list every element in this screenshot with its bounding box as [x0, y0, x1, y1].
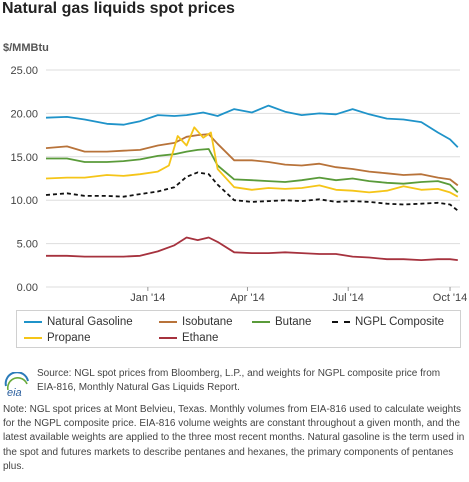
legend-label: Natural Gasoline	[47, 316, 133, 328]
x-tick-label: Jan '14	[130, 292, 165, 304]
x-tick-label: Oct '14	[433, 292, 468, 304]
y-tick-label: 5.00	[17, 239, 38, 251]
legend-swatch	[159, 336, 177, 339]
series-line-butane	[46, 148, 459, 194]
legend-item-ngpl-composite: NGPL Composite	[332, 316, 444, 328]
legend-item-butane: Butane	[252, 316, 311, 328]
legend-swatch	[332, 320, 350, 323]
legend-swatch	[252, 320, 270, 323]
page-title: Natural gas liquids spot prices	[2, 0, 235, 17]
eia-logo-text: eia	[7, 387, 22, 398]
legend-swatch	[159, 320, 177, 323]
legend-label: Isobutane	[182, 316, 233, 328]
series-line-ngpl-composite	[45, 171, 459, 212]
legend-item-isobutane: Isobutane	[159, 316, 233, 328]
source-note: Source: NGL spot prices from Bloomberg, …	[37, 368, 441, 393]
unit-label: $/MMBtu	[3, 42, 49, 54]
y-tick-label: 20.00	[10, 108, 38, 120]
eia-logo-icon: eia	[4, 372, 29, 398]
y-tick-label: 15.00	[10, 152, 38, 164]
legend-item-natural-gasoline: Natural Gasoline	[24, 316, 133, 328]
legend-swatch	[24, 336, 42, 339]
x-axis-ticks: Jan '14 Apr '14 Jul '14 Oct '14	[130, 287, 467, 304]
series-line-ethane	[46, 236, 458, 261]
chart-legend: Natural Gasoline Isobutane Butane NGPL Comp…	[16, 310, 461, 348]
legend-swatch	[24, 320, 42, 323]
series-line-natural-gasoline	[45, 104, 459, 148]
legend-label: NGPL Composite	[355, 316, 445, 328]
legend-label: Butane	[275, 316, 312, 328]
line-chart: 0.00 5.00 10.00 15.00 20.00 25.00 Jan '14 Apr …	[10, 65, 467, 304]
series-line-propane	[45, 126, 459, 198]
series-line-isobutane	[45, 133, 459, 187]
legend-label: Propane	[47, 332, 91, 344]
x-tick-label: Jul '14	[332, 292, 363, 304]
x-tick-label: Apr '14	[230, 292, 265, 304]
y-tick-label: 25.00	[10, 65, 38, 77]
chart-series	[45, 104, 459, 261]
legend-item-ethane: Ethane	[159, 332, 218, 344]
footnote: Note: NGL spot prices at Mont Belvieu, T…	[3, 404, 465, 472]
chart-grid	[46, 69, 460, 288]
y-tick-label: 0.00	[17, 282, 38, 294]
legend-item-propane: Propane	[24, 332, 90, 344]
legend-label: Ethane	[182, 332, 219, 344]
y-tick-label: 10.00	[10, 195, 38, 207]
y-axis-ticks: 0.00 5.00 10.00 15.00 20.00 25.00	[10, 65, 38, 294]
